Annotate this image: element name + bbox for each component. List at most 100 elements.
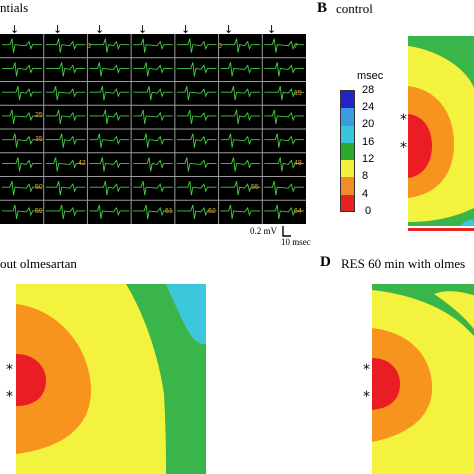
map-red-region [16, 354, 46, 406]
map-cyan-region [166, 284, 206, 345]
legend-swatch [341, 177, 354, 195]
legend-tick: 16 [362, 136, 375, 148]
electrogram-trace [264, 181, 304, 196]
map-cyan-region [460, 219, 474, 226]
electrogram-trace [220, 204, 261, 220]
down-arrow-icon: ↓ [181, 23, 191, 36]
electrogram-trace [2, 109, 42, 125]
electrogram-trace [176, 181, 217, 196]
electrogram-trace [2, 181, 42, 196]
panel-c-title: out olmesartan [0, 256, 77, 271]
down-arrow-icon: ↓ [53, 23, 63, 36]
electrogram-traces [0, 34, 306, 224]
electrogram-trace [176, 62, 217, 77]
electrode-label: 61 [165, 208, 173, 215]
map-red-region [372, 358, 400, 410]
electrogram-trace [133, 133, 173, 148]
electrode-label: 50 [35, 184, 43, 191]
control-activation-map [408, 36, 474, 231]
electrogram-trace [2, 38, 42, 53]
panel-a-title: ntials [0, 0, 29, 15]
electrode-label: 55 [251, 184, 259, 191]
electrogram-trace [2, 86, 42, 101]
electrogram-trace [45, 86, 86, 101]
electrode-label: 59 [35, 208, 43, 215]
electrogram-trace [133, 38, 173, 53]
asterisk-marker: * [6, 389, 13, 405]
electrode-label: 15 [294, 90, 302, 97]
panel-d-title: RES 60 min with olmes [341, 256, 466, 271]
electrogram-trace [133, 62, 173, 77]
electrogram-trace [176, 133, 217, 148]
electrode-label: 7 [294, 43, 298, 50]
electrogram-trace [133, 181, 173, 196]
panel-b-letter: B [317, 0, 328, 16]
electrode-label: 42 [78, 160, 86, 167]
time-scale-label: 10 msec [281, 237, 311, 247]
asterisk-marker: * [400, 112, 407, 128]
electrogram-grid: 3 6 7 15 25 35 42 48 50 55 59 61 62 64 [0, 34, 306, 224]
activation-legend: 28 24 20 16 12 8 4 0 [340, 84, 390, 220]
electrogram-trace [2, 204, 42, 220]
without-olmesartan-activation-map [16, 284, 206, 474]
electrogram-trace [220, 86, 261, 101]
legend-tick: 28 [362, 84, 375, 96]
electrogram-trace [133, 109, 173, 125]
legend-tick: 20 [362, 118, 375, 130]
electrogram-trace [176, 109, 217, 125]
electrogram-trace [220, 38, 261, 53]
electrogram-trace [89, 38, 130, 53]
voltage-scale-label: 0.2 mV [250, 226, 277, 236]
map-yellow-bay [434, 291, 474, 330]
legend-swatch [341, 91, 354, 109]
electrogram-trace [220, 157, 261, 172]
legend-swatch [341, 125, 354, 143]
electrogram-trace [89, 181, 130, 196]
electrode-label: 25 [35, 112, 43, 119]
electrogram-trace [89, 157, 130, 172]
map-underline [408, 228, 474, 231]
electrogram-trace [89, 62, 130, 77]
electrogram-trace [220, 109, 261, 125]
electrogram-trace [264, 204, 304, 220]
legend-colorbar [340, 90, 355, 212]
electrogram-trace [176, 204, 217, 220]
electrogram-trace [45, 133, 86, 148]
electrogram-trace [133, 204, 173, 220]
electrogram-trace [45, 204, 86, 220]
legend-tick: 4 [362, 188, 369, 200]
legend-tick: 12 [362, 153, 375, 165]
electrogram-trace [45, 109, 86, 125]
electrogram-trace [264, 157, 304, 172]
electrogram-trace [45, 181, 86, 196]
electrogram-trace [264, 109, 304, 125]
electrode-label: 3 [87, 43, 91, 50]
electrogram-trace [2, 133, 42, 148]
electrogram-trace [220, 133, 261, 148]
electrogram-trace [264, 133, 304, 148]
electrode-label: 35 [35, 136, 43, 143]
electrogram-trace [176, 86, 217, 101]
electrogram-trace [45, 62, 86, 77]
legend-tick: 8 [362, 170, 369, 182]
map-orange-region [372, 328, 433, 442]
down-arrow-icon: ↓ [267, 23, 277, 36]
electrogram-trace [220, 181, 261, 196]
electrode-label: 48 [294, 160, 302, 167]
legend-unit: msec [357, 70, 384, 82]
legend-swatch [341, 194, 354, 211]
down-arrow-icon: ↓ [224, 23, 234, 36]
panel-d-letter: D [320, 254, 331, 270]
electrogram-trace [264, 38, 304, 53]
electrogram-trace [89, 86, 130, 101]
down-arrow-icon: ↓ [138, 23, 148, 36]
electrogram-trace [133, 157, 173, 172]
map-orange-region [16, 304, 92, 454]
down-arrow-icon: ↓ [10, 23, 20, 36]
legend-swatch [341, 160, 354, 178]
asterisk-marker: * [363, 362, 370, 378]
electrode-label: 64 [294, 208, 302, 215]
electrogram-trace [133, 86, 173, 101]
scale-bar: 0.2 mV 10 msec [250, 226, 311, 248]
legend-swatch [341, 108, 354, 126]
